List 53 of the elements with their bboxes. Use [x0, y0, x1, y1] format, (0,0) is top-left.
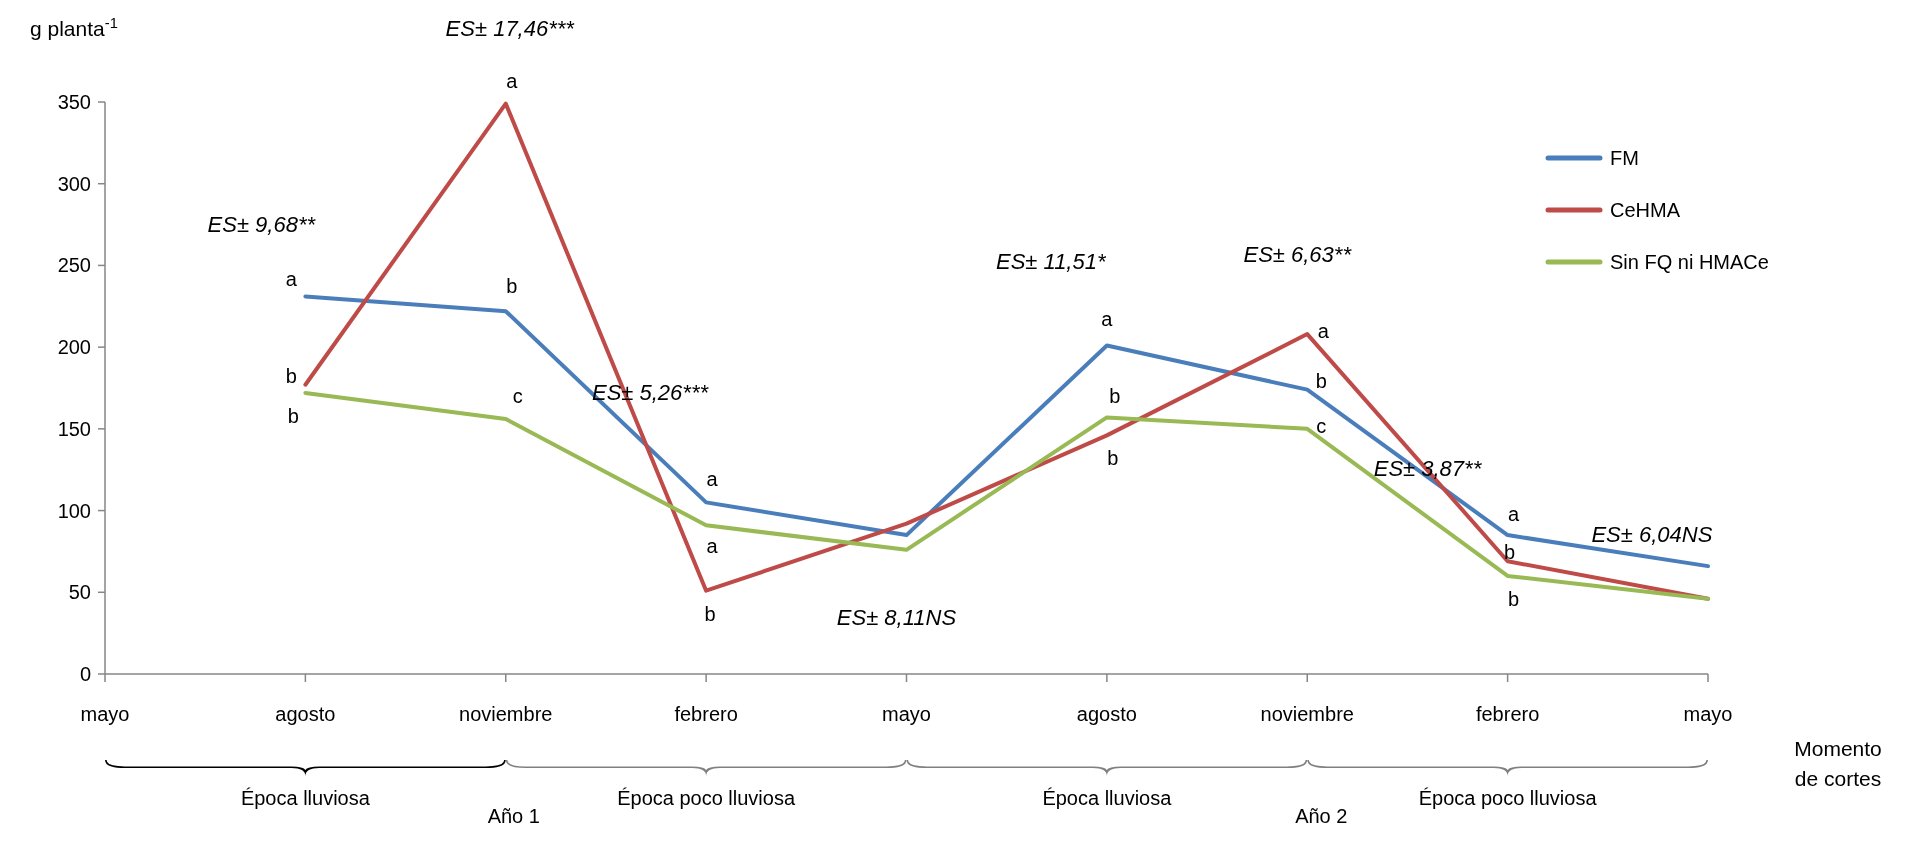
x-tick-label: mayo: [882, 703, 931, 725]
legend-label: Sin FQ ni HMACe: [1610, 251, 1769, 273]
text: Año 2: [1295, 805, 1348, 827]
data-label: c: [512, 385, 523, 408]
data-label: a: [706, 535, 719, 558]
data-label: b: [1315, 369, 1327, 392]
y-tick-label: 150: [57, 417, 91, 440]
data-label: a: [1508, 503, 1521, 526]
x-tick-label: mayo: [80, 703, 130, 725]
x-tick-label: mayo: [1683, 703, 1733, 725]
y-tick-label: 350: [57, 91, 91, 113]
legend-label: FM: [1610, 147, 1639, 169]
x-tick-label: febrero: [1475, 703, 1540, 725]
data-label: a: [506, 69, 519, 92]
y-tick-label: 0: [79, 663, 91, 685]
data-label: b: [506, 275, 518, 298]
text: Época lluviosa: [240, 787, 371, 809]
data-label: b: [1107, 447, 1119, 470]
data-label: a: [1317, 320, 1330, 343]
y-tick-label: 250: [57, 254, 91, 277]
annotation: ES± 6,04NS: [1591, 521, 1713, 547]
text: Época poco lluviosa: [617, 787, 796, 809]
y-tick-label: 50: [68, 581, 91, 604]
data-label: c: [1316, 414, 1327, 437]
data-label: b: [1508, 587, 1520, 610]
x-tick-label: noviembre: [1260, 703, 1354, 725]
data-label: b: [287, 404, 299, 427]
text: Época lluviosa: [1042, 787, 1173, 809]
data-label: b: [1504, 541, 1516, 564]
x-axis-title: Momento de cortes: [1794, 737, 1882, 790]
y-axis-title: g planta$^{-1}$: [30, 15, 118, 40]
text: Año 1: [487, 805, 540, 827]
y-tick-label: 100: [57, 499, 91, 522]
data-label: b: [285, 364, 297, 387]
text: ES± 17,46***: [445, 15, 576, 41]
x-tick-label: febrero: [674, 703, 738, 725]
annotation: ES± 6,63**: [1243, 241, 1353, 267]
annotation: ES± 11,51*: [996, 248, 1107, 274]
data-label: a: [285, 268, 298, 291]
x-tick-label: agosto: [275, 703, 336, 725]
data-label: b: [1109, 385, 1121, 408]
data-label: b: [704, 602, 716, 625]
y-tick-label: 300: [57, 172, 91, 195]
annotation: ES± 9,68**: [207, 211, 317, 237]
x-tick-label: agosto: [1076, 703, 1137, 725]
legend-label: CeHMA: [1610, 199, 1681, 221]
y-tick-label: 200: [57, 336, 91, 359]
annotation: ES± 8,11NS: [836, 604, 957, 630]
data-label: a: [1101, 307, 1114, 330]
data-label: a: [706, 468, 719, 491]
line-series: [303, 294, 1710, 569]
x-tick-label: noviembre: [459, 703, 553, 725]
text: Época poco lluviosa: [1418, 787, 1598, 809]
